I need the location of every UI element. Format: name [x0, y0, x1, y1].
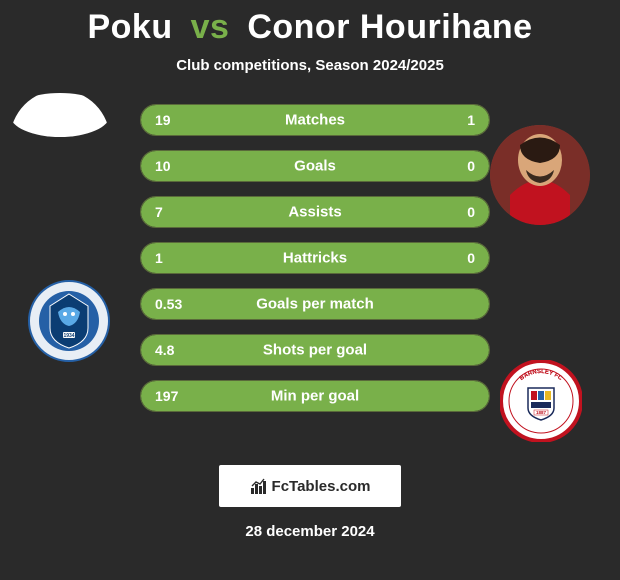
stat-value-left: 4.8	[155, 342, 174, 358]
player2-club-badge: BARNSLEY FC BARNSLEY FC 1887	[500, 360, 582, 442]
stat-value-left: 197	[155, 388, 178, 404]
player1-avatar	[10, 90, 110, 190]
stat-name: Hattricks	[283, 250, 347, 267]
stat-value-left: 7	[155, 204, 163, 220]
stat-row: 1 0 Hattricks	[140, 242, 490, 274]
subtitle: Club competitions, Season 2024/2025	[0, 57, 620, 74]
stat-value-left: 1	[155, 250, 163, 266]
fctables-logo: FcTables.com	[219, 465, 401, 507]
logo-text: FcTables.com	[272, 478, 371, 495]
footer-date: 28 december 2024	[219, 523, 401, 540]
page-title: Poku vs Conor Hourihane	[0, 0, 620, 47]
player1-club-badge: 1934	[28, 280, 110, 362]
stat-name: Shots per goal	[263, 342, 367, 359]
stat-value-right: 0	[467, 204, 475, 220]
player1-name: Poku	[87, 8, 172, 46]
player2-avatar	[490, 125, 590, 225]
stat-value-left: 0.53	[155, 296, 182, 312]
stat-name: Min per goal	[271, 388, 359, 405]
stat-value-right: 1	[467, 112, 475, 128]
club-year: 1934	[63, 333, 74, 339]
vs-text: vs	[191, 8, 230, 46]
bar-rows-container: 191Matches100Goals70Assists10Hattricks0.…	[140, 104, 490, 426]
stat-row: 19 1 Matches	[140, 104, 490, 136]
player2-name: Conor Hourihane	[247, 8, 532, 46]
stat-value-right: 0	[467, 250, 475, 266]
stat-name: Matches	[285, 112, 345, 129]
stat-row: 7 0 Assists	[140, 196, 490, 228]
stat-value-right: 0	[467, 158, 475, 174]
stat-value-left: 10	[155, 158, 171, 174]
stat-name: Goals	[294, 158, 336, 175]
svg-text:1887: 1887	[536, 410, 547, 415]
stat-name: Assists	[288, 204, 341, 221]
stat-name: Goals per match	[256, 296, 374, 313]
stat-row: 0.53 Goals per match	[140, 288, 490, 320]
stat-row: 4.8 Shots per goal	[140, 334, 490, 366]
stat-row: 197 Min per goal	[140, 380, 490, 412]
stat-row: 10 0 Goals	[140, 150, 490, 182]
footer: FcTables.com 28 december 2024	[219, 465, 401, 540]
stat-value-left: 19	[155, 112, 171, 128]
chart-icon	[250, 477, 268, 495]
